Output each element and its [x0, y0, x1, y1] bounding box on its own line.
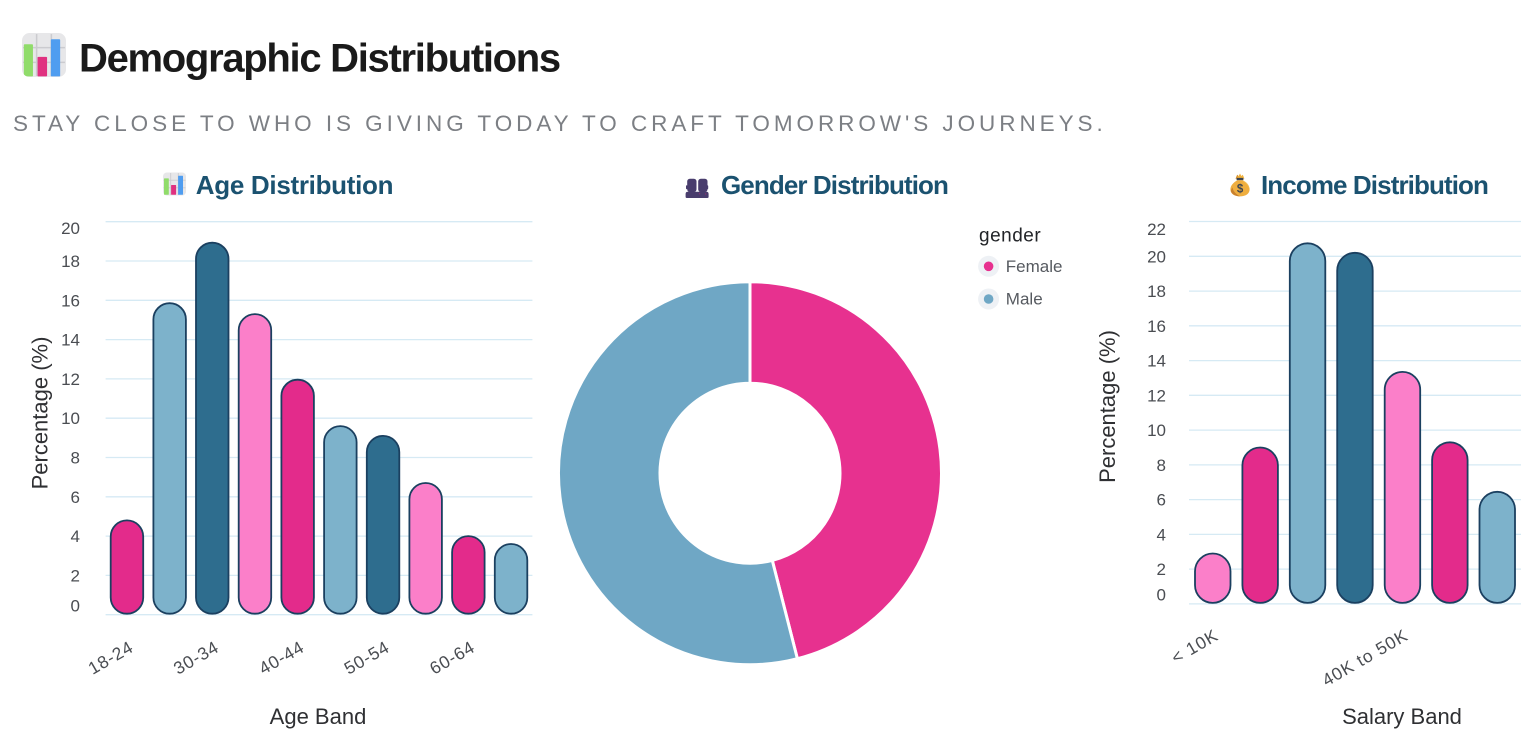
- svg-text:STAY CLOSE TO WHO IS GIVING TO: STAY CLOSE TO WHO IS GIVING TODAY TO CRA…: [13, 111, 1107, 136]
- svg-text:10: 10: [61, 409, 80, 428]
- svg-text:Percentage (%): Percentage (%): [1095, 330, 1120, 483]
- svg-text:12: 12: [1147, 386, 1166, 405]
- svg-text:16: 16: [61, 291, 80, 310]
- svg-text:20: 20: [1147, 247, 1166, 266]
- svg-text:8: 8: [71, 449, 80, 468]
- svg-text:4: 4: [71, 527, 80, 546]
- svg-text:$: $: [1237, 184, 1244, 196]
- svg-text:4: 4: [1157, 525, 1166, 544]
- svg-text:Age Distribution: Age Distribution: [196, 170, 393, 200]
- svg-text:2: 2: [1157, 560, 1166, 579]
- svg-text:gender: gender: [979, 225, 1041, 246]
- svg-text:Salary Band: Salary Band: [1342, 704, 1462, 729]
- svg-text:0: 0: [71, 597, 80, 616]
- svg-text:Income Distribution: Income Distribution: [1261, 170, 1488, 200]
- svg-text:14: 14: [61, 331, 80, 350]
- svg-text:18: 18: [61, 252, 80, 271]
- svg-text:0: 0: [1157, 585, 1166, 604]
- svg-text:Male: Male: [1006, 290, 1043, 309]
- svg-text:Age Band: Age Band: [270, 704, 367, 729]
- svg-text:14: 14: [1147, 352, 1166, 371]
- svg-text:8: 8: [1157, 456, 1166, 475]
- svg-text:20: 20: [61, 219, 80, 238]
- svg-text:Gender Distribution: Gender Distribution: [721, 170, 948, 200]
- svg-text:16: 16: [1147, 317, 1166, 336]
- svg-text:Demographic Distributions: Demographic Distributions: [79, 37, 560, 81]
- svg-text:6: 6: [71, 488, 80, 507]
- svg-text:2: 2: [71, 566, 80, 585]
- svg-text:12: 12: [61, 370, 80, 389]
- svg-text:18: 18: [1147, 282, 1166, 301]
- svg-text:22: 22: [1147, 220, 1166, 239]
- svg-text:Female: Female: [1006, 257, 1063, 276]
- svg-text:Percentage (%): Percentage (%): [28, 337, 53, 490]
- svg-text:6: 6: [1157, 491, 1166, 510]
- svg-text:10: 10: [1147, 421, 1166, 440]
